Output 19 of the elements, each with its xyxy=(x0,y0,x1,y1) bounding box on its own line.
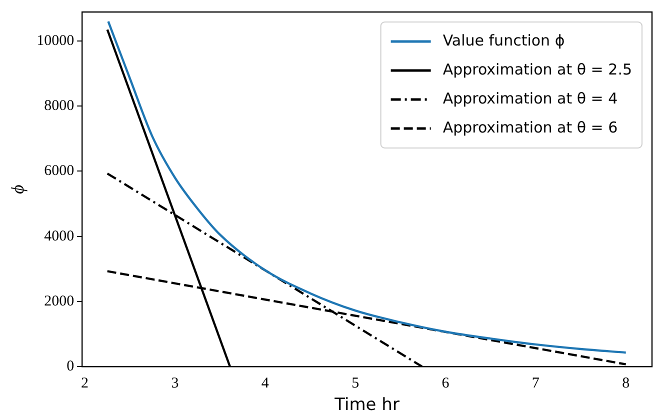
y-tick-label: 10000 xyxy=(36,32,74,49)
x-axis-title: Time hr xyxy=(334,395,400,416)
x-tick-label: 4 xyxy=(261,376,270,392)
x-tick-label: 2 xyxy=(81,376,89,392)
legend-label: Value function ϕ xyxy=(442,31,565,50)
x-tick-label: 5 xyxy=(352,376,360,392)
x-tick-label: 7 xyxy=(532,376,540,392)
y-tick-label: 2000 xyxy=(44,293,74,310)
y-axis-title: ϕ xyxy=(8,184,28,194)
y-tick-label: 4000 xyxy=(44,228,74,244)
y-tick-label: 6000 xyxy=(44,163,74,180)
y-tick-label: 8000 xyxy=(44,98,74,114)
legend-label: Approximation at θ = 2.5 xyxy=(442,60,632,78)
x-tick-label: 6 xyxy=(442,376,450,392)
y-tick-label: 0 xyxy=(66,358,74,375)
legend-label: Approximation at θ = 6 xyxy=(442,118,618,136)
x-tick-label: 8 xyxy=(622,376,630,392)
x-tick-label: 3 xyxy=(171,376,179,392)
legend-label: Approximation at θ = 4 xyxy=(442,89,618,108)
